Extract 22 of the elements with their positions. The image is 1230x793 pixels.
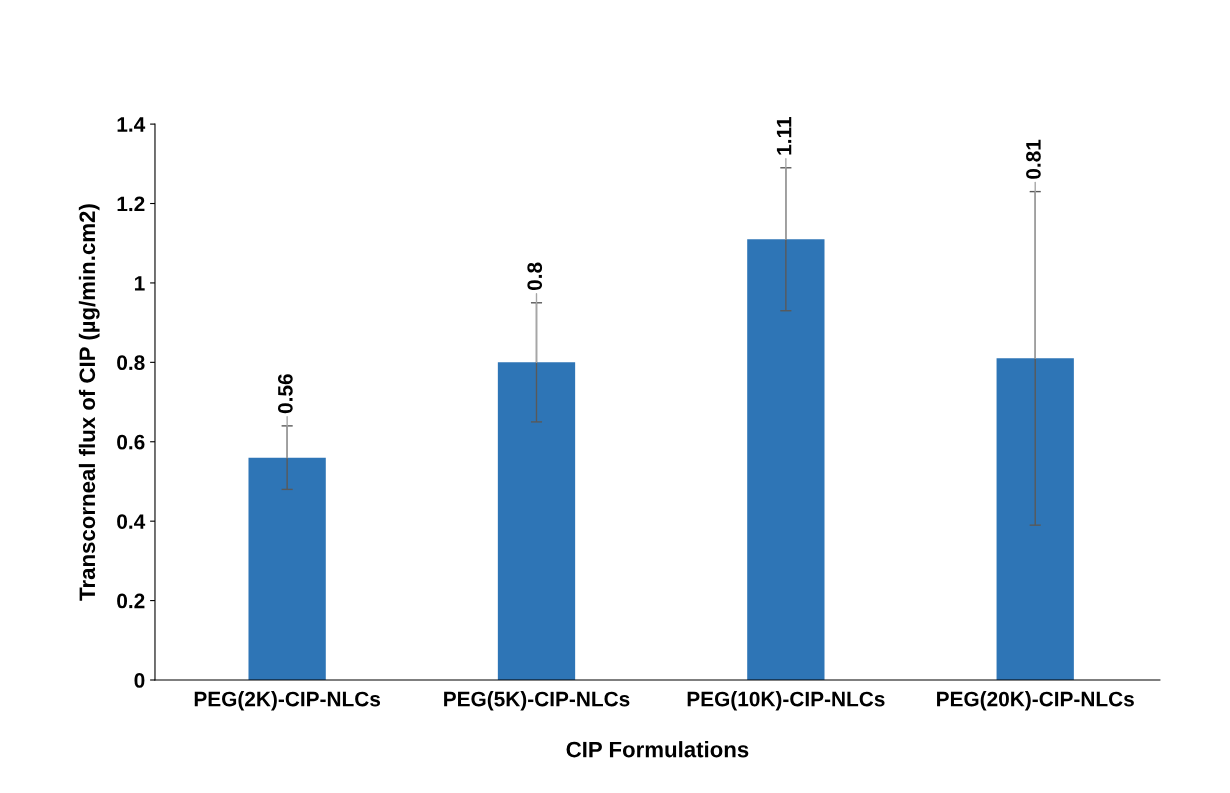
bar bbox=[996, 358, 1074, 680]
bar bbox=[747, 239, 825, 680]
y-tick-label: 0.4 bbox=[117, 514, 146, 529]
bar bbox=[497, 362, 576, 680]
y-tick-label: 1 bbox=[134, 276, 145, 291]
annotation: 0.81 bbox=[1026, 139, 1041, 179]
x-tick-label: PEG(10K)-CIP-NLCs bbox=[687, 691, 885, 711]
bar bbox=[248, 457, 326, 680]
annotation: 0.8 bbox=[527, 262, 543, 291]
x-tick-label: PEG(20K)-CIP-NLCs bbox=[937, 691, 1134, 711]
x-axis-title: CIP Formulations bbox=[566, 741, 749, 758]
y-tick-label: 1.2 bbox=[117, 196, 145, 212]
y-tick-label: 0 bbox=[134, 673, 145, 688]
y-axis-title: Transcorneal flux of CIP (µg/min.cm2) bbox=[78, 204, 100, 601]
y-tick-label: 0.8 bbox=[117, 355, 145, 371]
annotation: 0.56 bbox=[277, 374, 293, 414]
x-tick-label: PEG(2K)-CIP-NLCs bbox=[194, 691, 381, 711]
x-tick-label: PEG(5K)-CIP-NLCs bbox=[444, 691, 630, 711]
y-tick-label: 0.2 bbox=[117, 593, 145, 609]
y-tick-label: 1.4 bbox=[117, 117, 146, 132]
annotation: 1.11 bbox=[776, 117, 792, 155]
y-tick-label: 0.6 bbox=[117, 434, 145, 450]
